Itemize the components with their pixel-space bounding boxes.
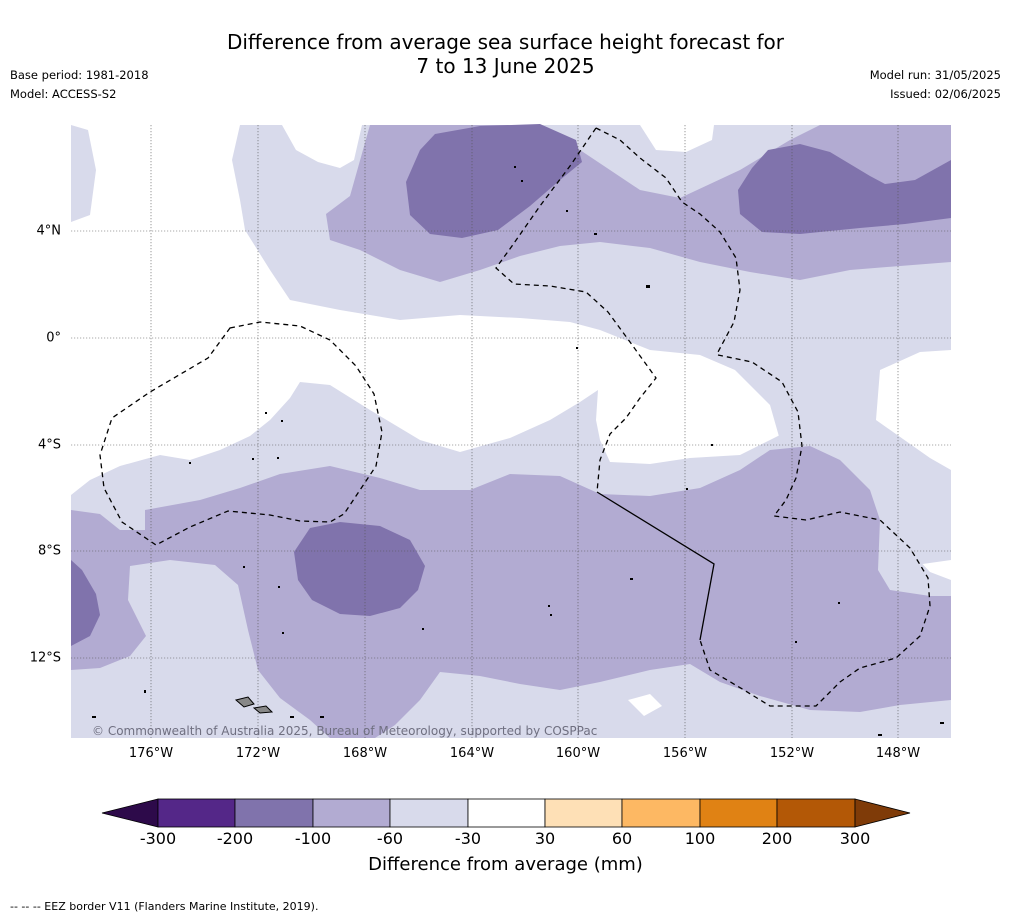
lon-label-148w: 148°W bbox=[875, 746, 921, 761]
lat-label-12s: 12°S bbox=[29, 650, 61, 666]
colorbar-segment bbox=[234, 798, 314, 828]
colorbar-label: Difference from average (mm) bbox=[368, 854, 643, 875]
colorbar-segment bbox=[312, 798, 391, 828]
eez-legend-footer: -- -- -- EEZ border V11 (Flanders Marine… bbox=[10, 900, 319, 913]
colorbar-tick: 30 bbox=[534, 829, 556, 848]
colorbar-tick: 200 bbox=[761, 829, 793, 848]
colorbar-segment bbox=[467, 798, 546, 828]
lon-label-172w: 172°W bbox=[235, 746, 281, 761]
contour-north-dark-west bbox=[406, 124, 582, 238]
title-line-1: Difference from average sea surface heig… bbox=[226, 30, 785, 54]
lon-label-160w: 160°W bbox=[555, 746, 601, 761]
issued-text: Issued: 02/06/2025 bbox=[890, 87, 1001, 101]
meta-right: Model run: 31/05/2025 Issued: 02/06/2025 bbox=[870, 66, 1001, 104]
islands bbox=[234, 696, 274, 714]
title-line-2: 7 to 13 June 2025 bbox=[416, 54, 595, 78]
colorbar-segment bbox=[389, 798, 469, 828]
graticule bbox=[71, 125, 951, 738]
meta-left: Base period: 1981-2018 Model: ACCESS-S2 bbox=[10, 66, 149, 104]
lon-label-156w: 156°W bbox=[662, 746, 708, 761]
colorbar-tick: -300 bbox=[139, 829, 177, 848]
colorbar-segment bbox=[776, 798, 856, 828]
colorbar-tick: 60 bbox=[611, 829, 633, 848]
colorbar-segment bbox=[157, 798, 236, 828]
colorbar-segment bbox=[621, 798, 701, 828]
map-title: Difference from average sea surface heig… bbox=[0, 30, 1011, 78]
colorbar-extend-max bbox=[854, 798, 911, 828]
lon-label-168w: 168°W bbox=[342, 746, 388, 761]
eez-border-phoenix bbox=[495, 127, 657, 493]
colorbar-tick: -100 bbox=[294, 829, 332, 848]
copyright-text: © Commonwealth of Australia 2025, Bureau… bbox=[92, 724, 598, 738]
colorbar-segment bbox=[699, 798, 778, 828]
colorbar-tick: 100 bbox=[684, 829, 716, 848]
lat-label-equator: 0° bbox=[46, 330, 61, 346]
eez-borders bbox=[99, 127, 931, 707]
colorbar-extend-min bbox=[101, 798, 159, 828]
samoa-island-savaii bbox=[252, 705, 274, 714]
samoa-island-upolu bbox=[234, 696, 255, 708]
lat-label-8s: 8°S bbox=[37, 543, 61, 559]
contour-south-dark-center bbox=[294, 522, 425, 616]
lat-label-4s: 4°S bbox=[37, 437, 61, 453]
contour-south-dark-west bbox=[71, 560, 100, 646]
eez-border-cook bbox=[699, 354, 931, 707]
colorbar-tick: -60 bbox=[376, 829, 404, 848]
lon-label-176w: 176°W bbox=[128, 746, 174, 761]
lon-label-152w: 152°W bbox=[769, 746, 815, 761]
contour-south-white-patch bbox=[628, 694, 662, 716]
maritime-boundary-solid bbox=[596, 491, 715, 641]
colorbar-tick: -200 bbox=[216, 829, 254, 848]
contour-north-dark-east bbox=[738, 144, 951, 234]
lat-label-4n: 4°N bbox=[36, 223, 62, 239]
atolls bbox=[92, 166, 944, 736]
model-run-text: Model run: 31/05/2025 bbox=[869, 68, 1001, 82]
model-text: Model: ACCESS-S2 bbox=[10, 87, 117, 101]
colorbar-tick: 300 bbox=[839, 829, 871, 848]
eez-border-tuvalu bbox=[99, 321, 383, 546]
base-period-text: Base period: 1981-2018 bbox=[10, 68, 149, 82]
lon-label-164w: 164°W bbox=[449, 746, 495, 761]
colorbar-segment bbox=[544, 798, 623, 828]
colorbar bbox=[101, 798, 911, 828]
colorbar-tick: -30 bbox=[454, 829, 482, 848]
eez-border-tokelau bbox=[595, 127, 741, 353]
